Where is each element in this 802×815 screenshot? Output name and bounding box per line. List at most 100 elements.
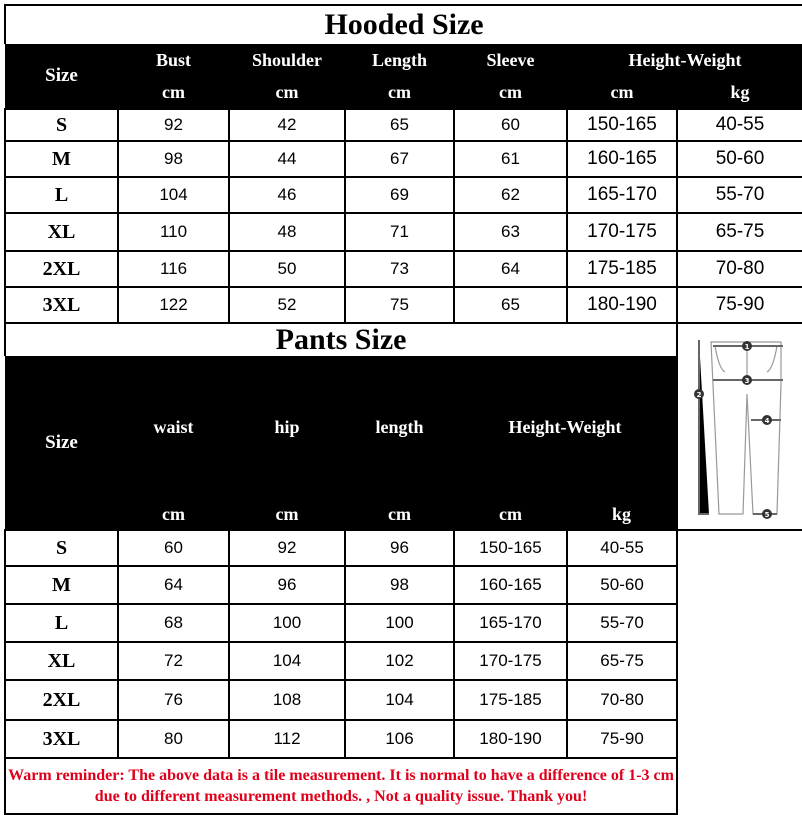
unit-label: cm xyxy=(345,77,454,109)
size-cell: 3XL xyxy=(4,286,119,324)
value-cell: 80 xyxy=(117,719,230,759)
header-height-weight: Height-Weight xyxy=(567,44,802,77)
unit-label: cm xyxy=(454,499,567,530)
value-cell: 50-60 xyxy=(675,140,802,178)
value-cell: 65 xyxy=(344,108,455,142)
value-cell: 44 xyxy=(228,140,346,178)
header-size: Size xyxy=(5,356,118,530)
value-cell: 160-165 xyxy=(453,565,568,605)
value-cell: 102 xyxy=(344,641,455,681)
unit-label: kg xyxy=(677,77,802,109)
value-cell: 42 xyxy=(228,108,346,142)
value-cell: 48 xyxy=(228,212,346,252)
value-cell: 96 xyxy=(228,565,346,605)
table-row: XL 110 48 71 63 170-175 65-75 xyxy=(4,212,802,252)
size-cell: 3XL xyxy=(4,719,119,759)
value-cell: 64 xyxy=(117,565,230,605)
header-sleeve: Sleeve xyxy=(454,44,567,77)
marker-4: 4 xyxy=(765,417,770,425)
value-cell: 150-165 xyxy=(453,529,568,567)
value-cell: 98 xyxy=(344,565,455,605)
value-cell: 170-175 xyxy=(453,641,568,681)
hooded-title: Hooded Size xyxy=(3,4,802,44)
value-cell: 116 xyxy=(117,250,230,288)
table-row: 3XL 80 112 106 180-190 75-90 xyxy=(4,719,802,759)
value-cell: 75-90 xyxy=(565,719,679,759)
unit-label: cm xyxy=(229,77,345,109)
table-row: XL 72 104 102 170-175 65-75 xyxy=(4,641,802,681)
value-cell: 112 xyxy=(228,719,346,759)
table-row: L 104 46 69 62 165-170 55-70 xyxy=(4,176,802,214)
value-cell: 100 xyxy=(228,603,346,643)
table-row: S 92 42 65 60 150-165 40-55 xyxy=(4,108,802,142)
unit-label: cm xyxy=(454,77,567,109)
value-cell: 92 xyxy=(228,529,346,567)
value-cell: 60 xyxy=(453,108,568,142)
unit-label: cm xyxy=(567,77,677,109)
size-cell: 2XL xyxy=(4,679,119,721)
value-cell: 69 xyxy=(344,176,455,214)
value-cell: 75 xyxy=(344,286,455,324)
pants-measurement-icon: 1 2 3 4 5 xyxy=(694,340,784,519)
value-cell: 70-80 xyxy=(675,250,802,288)
value-cell: 180-190 xyxy=(566,286,678,324)
value-cell: 62 xyxy=(453,176,568,214)
table-row: M 98 44 67 61 160-165 50-60 xyxy=(4,140,802,178)
unit-label: cm xyxy=(229,499,345,530)
value-cell: 165-170 xyxy=(566,176,678,214)
size-cell: S xyxy=(4,529,119,567)
table-row: 2XL 76 108 104 175-185 70-80 xyxy=(4,679,802,721)
size-cell: XL xyxy=(4,212,119,252)
value-cell: 76 xyxy=(117,679,230,721)
value-cell: 52 xyxy=(228,286,346,324)
value-cell: 100 xyxy=(344,603,455,643)
size-cell: XL xyxy=(4,641,119,681)
value-cell: 60 xyxy=(117,529,230,567)
value-cell: 92 xyxy=(117,108,230,142)
size-cell: M xyxy=(4,140,119,178)
value-cell: 71 xyxy=(344,212,455,252)
value-cell: 67 xyxy=(344,140,455,178)
value-cell: 63 xyxy=(453,212,568,252)
header-length: length xyxy=(345,356,454,499)
value-cell: 73 xyxy=(344,250,455,288)
value-cell: 50 xyxy=(228,250,346,288)
value-cell: 64 xyxy=(453,250,568,288)
header-length: Length xyxy=(345,44,454,77)
value-cell: 104 xyxy=(344,679,455,721)
value-cell: 68 xyxy=(117,603,230,643)
header-height-weight: Height-Weight xyxy=(454,356,678,499)
value-cell: 122 xyxy=(117,286,230,324)
table-row: 2XL 116 50 73 64 175-185 70-80 xyxy=(4,250,802,288)
value-cell: 98 xyxy=(117,140,230,178)
header-hip: hip xyxy=(229,356,345,499)
size-cell: 2XL xyxy=(4,250,119,288)
value-cell: 104 xyxy=(117,176,230,214)
marker-1: 1 xyxy=(745,343,750,351)
value-cell: 104 xyxy=(228,641,346,681)
size-cell: M xyxy=(4,565,119,605)
value-cell: 180-190 xyxy=(453,719,568,759)
value-cell: 108 xyxy=(228,679,346,721)
value-cell: 70-80 xyxy=(565,679,679,721)
table-row: S 60 92 96 150-165 40-55 xyxy=(4,529,802,567)
value-cell: 50-60 xyxy=(565,565,679,605)
unit-label: cm xyxy=(118,77,229,109)
header-bust: Bust xyxy=(118,44,229,77)
pants-title: Pants Size xyxy=(3,322,679,356)
header-waist: waist xyxy=(118,356,229,499)
value-cell: 40-55 xyxy=(565,529,679,567)
value-cell: 75-90 xyxy=(675,286,802,324)
value-cell: 110 xyxy=(117,212,230,252)
value-cell: 160-165 xyxy=(566,140,678,178)
value-cell: 175-185 xyxy=(453,679,568,721)
size-chart: Hooded Size Size Bust Shoulder Length Sl… xyxy=(3,4,802,815)
pants-diagram: 1 2 3 4 5 xyxy=(676,322,802,531)
value-cell: 46 xyxy=(228,176,346,214)
size-cell: L xyxy=(4,176,119,214)
marker-3: 3 xyxy=(745,377,750,385)
warm-reminder: Warm reminder: The above data is a tile … xyxy=(3,757,679,815)
size-cell: L xyxy=(4,603,119,643)
value-cell: 150-165 xyxy=(566,108,678,142)
unit-label: kg xyxy=(567,499,678,530)
